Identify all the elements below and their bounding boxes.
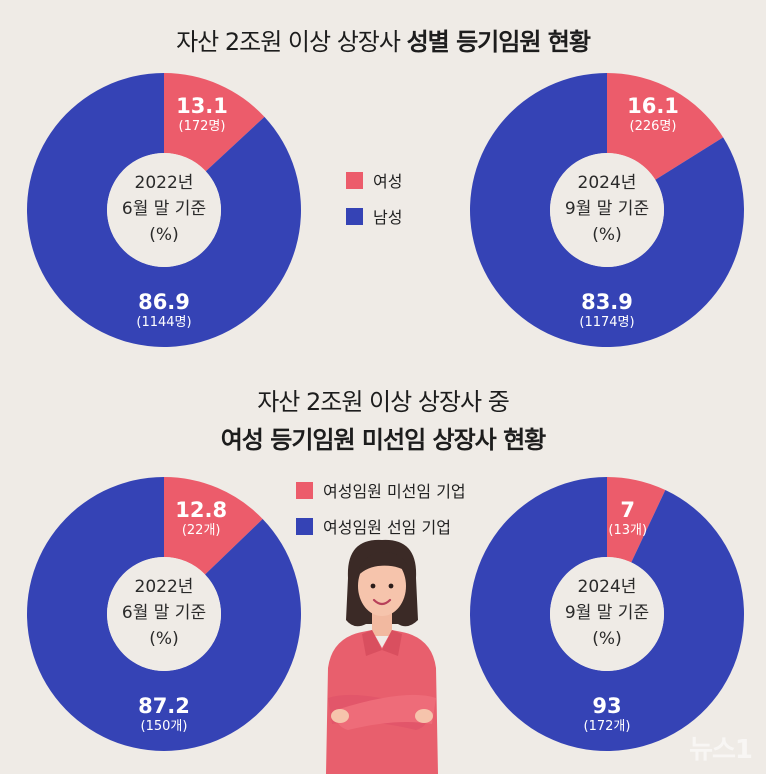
top-title-part2: 성별 등기임원 현황	[406, 28, 591, 56]
news1-watermark-logo: 뉴스1	[689, 735, 753, 765]
legend-item-female-exec: 여성임원 선임 기업	[296, 514, 466, 538]
donut-chart-2024-gender: 2024년 9월 말 기준 (%) 16.1 (226명) 83.9 (1174명)	[469, 72, 745, 348]
donut-slice-pink	[164, 73, 265, 172]
slice-label-major: 87.2 (150개)	[26, 694, 302, 735]
slice-value: 7	[620, 498, 636, 522]
donut-hole	[107, 557, 221, 671]
center-label-line: (%)	[592, 225, 622, 245]
center-label-line: 2024년	[577, 577, 637, 597]
legend-label: 남성	[373, 208, 403, 227]
center-label-line: 9월 말 기준	[564, 199, 650, 219]
legend-item-female: 여성	[346, 168, 402, 192]
slice-count: (22개)	[181, 523, 221, 538]
center-label-line: 6월 말 기준	[121, 603, 207, 623]
legend-item-no-female-exec: 여성임원 미선임 기업	[296, 478, 466, 502]
donut-chart-2022-companies: 2022년 6월 말 기준 (%) 12.8 (22개) 87.2 (150개)	[26, 476, 302, 752]
legend-label: 여성	[373, 172, 403, 191]
slice-label-major: 93 (172개)	[469, 694, 745, 735]
donut-hole	[550, 153, 664, 267]
legend-label: 여성임원 미선임 기업	[323, 482, 466, 501]
center-label-line: (%)	[592, 629, 622, 649]
donut-hole	[107, 153, 221, 267]
legend-companies: 여성임원 미선임 기업 여성임원 선임 기업	[296, 478, 466, 550]
slice-label-major: 83.9 (1174명)	[469, 290, 745, 331]
donut-chart-2024-companies: 2024년 9월 말 기준 (%) 7 (13개) 93 (172개)	[469, 476, 745, 752]
center-label-line: (%)	[149, 629, 179, 649]
center-label-line: 9월 말 기준	[564, 603, 650, 623]
donut-slice-blue	[470, 73, 744, 347]
center-label-line: 2022년	[134, 577, 194, 597]
slice-value: 16.1	[627, 94, 679, 118]
slice-value: 93	[592, 694, 622, 718]
slice-count: (1174명)	[579, 315, 635, 330]
slice-value: 83.9	[581, 290, 633, 314]
donut-slice-blue	[469, 477, 744, 751]
donut-svg	[27, 477, 302, 751]
slice-count: (226명)	[629, 119, 677, 134]
donut-slice-blue	[27, 477, 302, 751]
legend-swatch-pink	[296, 481, 313, 499]
center-label-line: 2022년	[134, 173, 194, 193]
donut-center-label: 2022년 6월 말 기준 (%)	[26, 574, 302, 652]
slice-label-minor: 13.1 (172명)	[152, 94, 252, 135]
slice-label-major: 86.9 (1144명)	[26, 290, 302, 331]
legend-swatch-blue	[296, 517, 313, 535]
donut-svg	[469, 477, 744, 751]
donut-slice-pink	[607, 73, 724, 180]
slice-count: (13개)	[608, 523, 648, 538]
bottom-title-line1: 자산 2조원 이상 상장사 중	[257, 388, 510, 416]
legend-swatch-blue	[346, 207, 363, 225]
legend-swatch-pink	[346, 171, 363, 189]
slice-count: (150개)	[140, 719, 188, 734]
slice-count: (172개)	[583, 719, 631, 734]
top-title-part1: 자산 2조원 이상 상장사	[176, 28, 407, 56]
donut-svg	[470, 73, 744, 347]
donut-slice-pink	[607, 477, 666, 563]
slice-value: 87.2	[138, 694, 190, 718]
donut-slice-pink	[164, 477, 263, 575]
slice-count: (172명)	[178, 119, 226, 134]
slice-label-minor: 16.1 (226명)	[603, 94, 703, 135]
legend-gender: 여성 남성	[346, 168, 402, 240]
legend-item-male: 남성	[346, 204, 402, 228]
legend-label: 여성임원 선임 기업	[323, 518, 451, 537]
donut-chart-2022-gender: 2022년 6월 말 기준 (%) 13.1 (172명) 86.9 (1144명)	[26, 72, 302, 348]
donut-hole	[550, 557, 664, 671]
slice-value: 86.9	[138, 290, 190, 314]
donut-center-label: 2024년 9월 말 기준 (%)	[469, 574, 745, 652]
slice-label-minor: 7 (13개)	[578, 498, 678, 539]
donut-svg	[26, 73, 301, 347]
donut-center-label: 2022년 6월 말 기준 (%)	[26, 170, 302, 248]
top-title: 자산 2조원 이상 상장사 성별 등기임원 현황	[0, 22, 766, 57]
slice-value: 12.8	[175, 498, 228, 522]
center-label-line: (%)	[149, 225, 179, 245]
donut-slice-blue	[26, 73, 301, 347]
slice-label-minor: 12.8 (22개)	[151, 498, 251, 539]
woman-illustration	[326, 539, 438, 774]
slice-value: 13.1	[176, 94, 228, 118]
donut-center-label: 2024년 9월 말 기준 (%)	[469, 170, 745, 248]
center-label-line: 6월 말 기준	[121, 199, 207, 219]
bottom-title-line2: 여성 등기임원 미선임 상장사 현황	[220, 426, 547, 454]
center-label-line: 2024년	[577, 173, 637, 193]
slice-count: (1144명)	[136, 315, 192, 330]
